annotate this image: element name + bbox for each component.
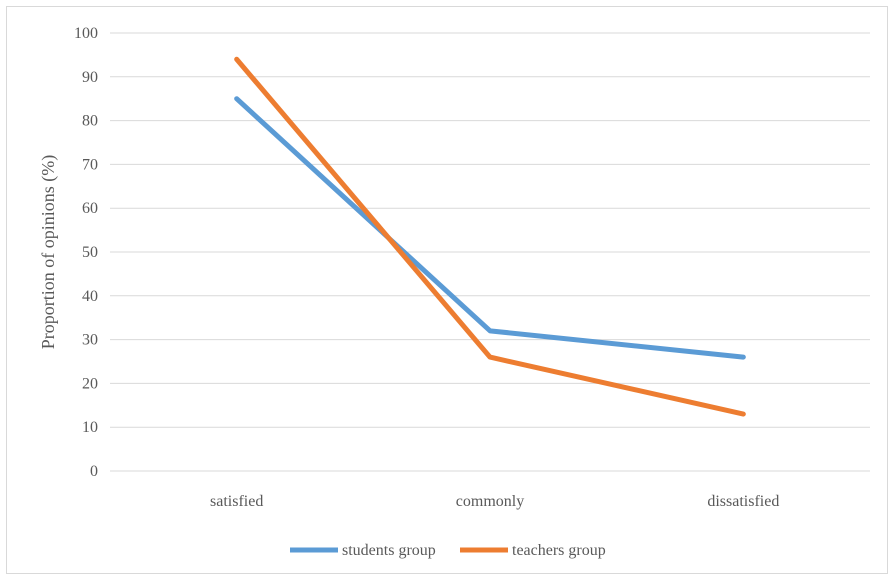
y-tick-label: 60 xyxy=(82,200,98,217)
y-tick-label: 50 xyxy=(82,244,98,261)
series-line-2 xyxy=(234,56,746,417)
gridlines xyxy=(110,32,870,472)
series-line-1 xyxy=(234,96,746,360)
x-tick-label: dissatisfied xyxy=(707,493,779,510)
y-tick-label: 100 xyxy=(74,25,98,42)
y-axis-ticks: 0 10 20 30 40 50 60 70 80 90 100 xyxy=(74,25,98,480)
x-axis-ticks: satisfied commonly dissatisfied xyxy=(210,493,779,510)
y-axis-title: Proportion of opinions (%) xyxy=(38,155,59,349)
y-tick-label: 80 xyxy=(82,113,98,130)
y-tick-label: 20 xyxy=(82,375,98,392)
y-tick-label: 0 xyxy=(90,463,98,480)
y-tick-label: 30 xyxy=(82,332,98,349)
y-tick-label: 70 xyxy=(82,156,98,173)
y-tick-label: 90 xyxy=(82,69,98,86)
legend: students group teachers group xyxy=(290,542,606,559)
legend-label-1: students group xyxy=(342,542,436,559)
legend-label-2: teachers group xyxy=(512,542,606,559)
y-tick-label: 40 xyxy=(82,288,98,305)
series-lines xyxy=(234,56,746,417)
x-tick-label: satisfied xyxy=(210,493,263,510)
x-tick-label: commonly xyxy=(456,493,524,510)
y-tick-label: 10 xyxy=(82,419,98,436)
